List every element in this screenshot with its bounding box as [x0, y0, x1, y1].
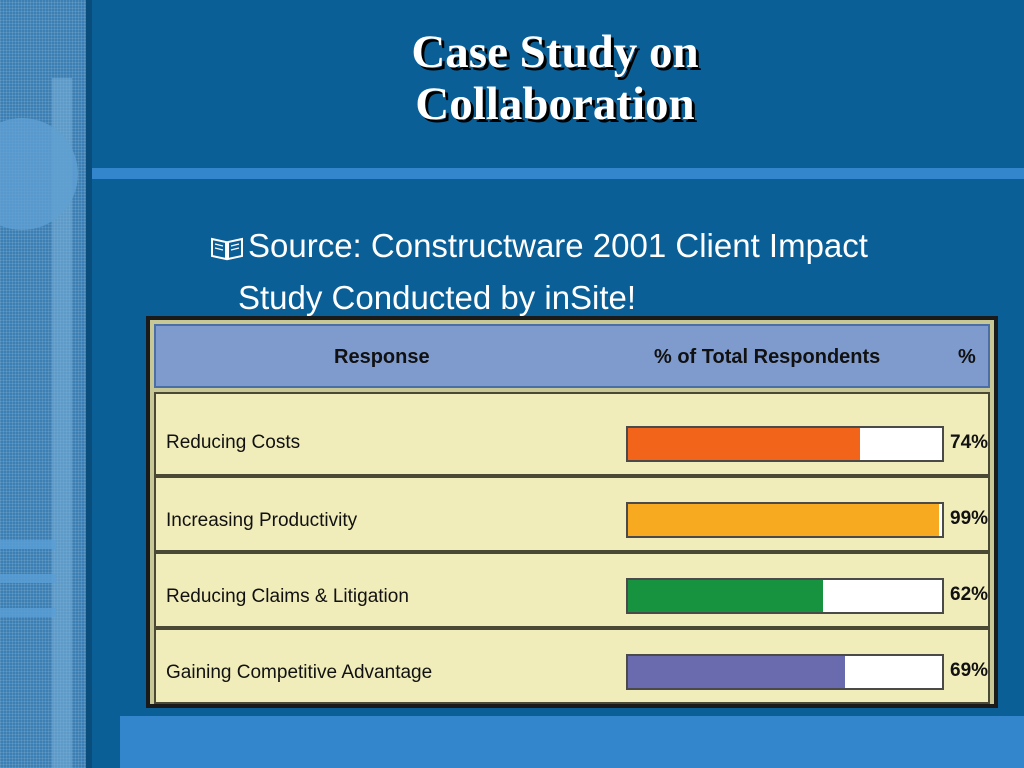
table-row: Reducing Claims & Litigation 62%	[154, 552, 990, 628]
bottom-band	[120, 716, 1024, 768]
table-row: Increasing Productivity 99%	[154, 476, 990, 552]
table-header-row: Response % of Total Respondents %	[154, 324, 990, 388]
header-response: Response	[334, 346, 430, 368]
row-label: Reducing Costs	[166, 432, 301, 453]
title-divider	[92, 168, 1024, 179]
row-label: Increasing Productivity	[166, 510, 358, 531]
value-label: 69%	[950, 660, 989, 681]
row-label: Gaining Competitive Advantage	[166, 662, 433, 683]
strip-line-decoration	[0, 540, 56, 549]
bar	[628, 428, 861, 460]
header-percent-total: % of Total Respondents	[654, 346, 881, 368]
row-label: Reducing Claims & Litigation	[166, 586, 409, 607]
value-label: 62%	[950, 584, 989, 605]
decorative-side-strip	[0, 0, 86, 768]
slide-title-line2: Collaboration	[415, 78, 695, 130]
bar-track	[626, 426, 944, 462]
source-bullet-line1: Source: Constructware 2001 Client Impact	[248, 227, 868, 264]
header-percent: %	[958, 346, 976, 368]
response-table-inner: Response % of Total Respondents % Reduci…	[150, 320, 994, 704]
strip-line-decoration	[0, 608, 56, 617]
bar-track	[626, 654, 944, 690]
slide-title: Case Study on Collaboration	[86, 26, 1024, 130]
value-label: 74%	[950, 432, 989, 453]
bar	[628, 580, 823, 612]
source-bullet: Source: Constructware 2001 Client Impact…	[210, 222, 1010, 322]
bar-track	[626, 578, 944, 614]
source-bullet-line2: Study Conducted by inSite!	[238, 279, 637, 316]
strip-vertical-bar	[52, 78, 72, 768]
response-table: Response % of Total Respondents % Reduci…	[146, 316, 998, 708]
value-label: 99%	[950, 508, 989, 529]
strip-line-decoration	[0, 574, 56, 583]
bar	[628, 656, 845, 688]
bar	[628, 504, 939, 536]
table-row: Reducing Costs 74%	[154, 392, 990, 476]
bar-track	[626, 502, 944, 538]
slide-title-line1: Case Study on	[411, 26, 699, 78]
open-book-icon	[210, 226, 248, 274]
table-row: Gaining Competitive Advantage 69%	[154, 628, 990, 704]
strip-edge-shadow	[86, 0, 92, 768]
